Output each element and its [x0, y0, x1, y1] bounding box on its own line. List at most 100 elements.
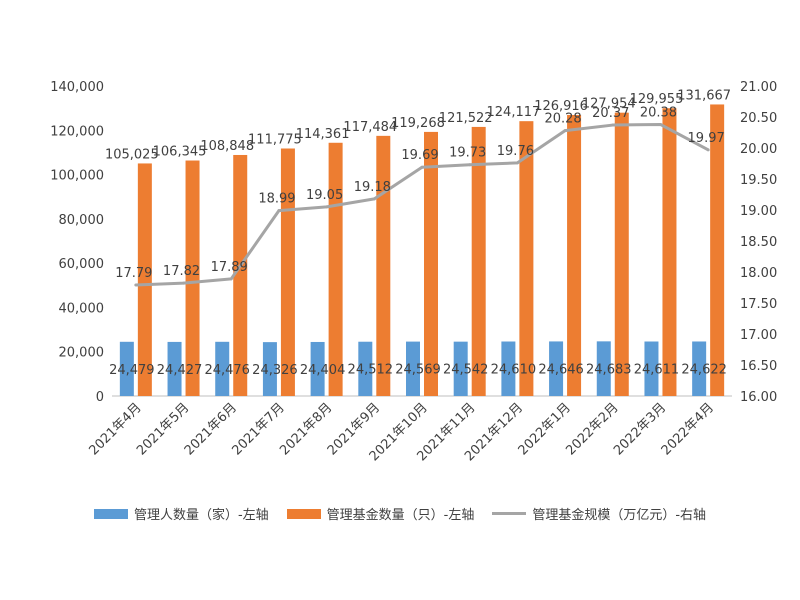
right-axis-tick-label: 19.00: [740, 204, 777, 219]
left-axis-tick-label: 60,000: [59, 257, 105, 272]
legend-label: 管理人数量（家）-左轴: [133, 508, 269, 523]
bar-managers: [644, 341, 659, 396]
right-axis-tick-label: 16.50: [740, 359, 777, 374]
scale-point: [706, 148, 710, 152]
legend-swatch: [492, 512, 527, 515]
right-axis-tick-label: 19.50: [740, 173, 777, 188]
scale-point: [611, 123, 615, 127]
x-axis-tick-label: 2022年4月: [659, 400, 717, 458]
bar-managers: [167, 341, 182, 396]
bar-funds: [567, 114, 582, 397]
bar-managers: [453, 341, 468, 396]
bar-funds: [519, 121, 534, 397]
scale-point: [325, 205, 329, 209]
right-axis-tick-label: 21.00: [740, 80, 777, 95]
bar-managers: [549, 341, 564, 396]
left-axis-tick-label: 20,000: [59, 346, 105, 361]
data-label-scale: 19.76: [497, 144, 534, 159]
left-axis-tick-label: 80,000: [59, 213, 105, 228]
legend-item: 管理基金数量（只）-左轴: [286, 504, 475, 523]
data-label-funds: 126,916: [534, 99, 588, 114]
data-label-managers: 24,512: [348, 363, 394, 378]
scale-point: [182, 281, 186, 285]
scale-point: [277, 209, 281, 213]
data-label-scale: 20.28: [544, 112, 581, 127]
right-axis-tick-label: 17.00: [740, 328, 777, 343]
legend-label: 管理基金数量（只）-左轴: [326, 508, 475, 523]
scale-point: [658, 122, 662, 126]
data-label-scale: 17.79: [115, 266, 152, 281]
scale-point: [420, 165, 424, 169]
bar-funds: [471, 126, 486, 396]
data-label-scale: 18.99: [258, 192, 295, 207]
right-axis-tick-label: 20.00: [740, 142, 777, 157]
legend-swatch: [286, 508, 321, 519]
scale-point: [372, 197, 376, 201]
bar-funds: [328, 142, 343, 396]
data-label-scale: 19.05: [306, 188, 343, 203]
bar-managers: [692, 341, 707, 396]
data-label-funds: 121,522: [439, 111, 493, 126]
bar-funds: [710, 104, 725, 396]
bar-managers: [596, 341, 611, 396]
legend: 管理人数量（家）-左轴 管理基金数量（只）-左轴 管理基金规模（万亿元）-右轴: [0, 504, 800, 523]
bar-funds: [280, 148, 295, 396]
data-label-funds: 105,025: [105, 147, 159, 162]
data-label-scale: 19.69: [401, 148, 438, 163]
data-label-managers: 24,610: [491, 363, 537, 378]
bar-funds: [185, 160, 200, 396]
scale-point: [134, 283, 138, 287]
data-label-managers: 24,646: [538, 362, 584, 377]
scale-point: [468, 163, 472, 167]
left-axis-tick-label: 0: [96, 390, 104, 405]
data-label-managers: 24,683: [586, 362, 632, 377]
data-label-managers: 24,622: [681, 362, 727, 377]
data-label-funds: 127,954: [582, 97, 636, 112]
data-label-funds: 108,848: [200, 139, 254, 154]
data-label-funds: 129,955: [630, 92, 684, 107]
legend-swatch: [93, 508, 128, 519]
data-label-scale: 20.38: [640, 105, 677, 120]
combo-chart: 020,00040,00060,00080,000100,000120,0001…: [50, 80, 777, 464]
data-label-funds: 114,361: [296, 127, 350, 142]
data-label-managers: 24,326: [252, 363, 298, 378]
right-axis-tick-label: 17.50: [740, 297, 777, 312]
bar-funds: [233, 154, 248, 396]
data-label-managers: 24,569: [395, 363, 441, 378]
bar-managers: [119, 341, 134, 396]
data-label-funds: 119,268: [391, 116, 445, 131]
data-label-scale: 19.73: [449, 146, 486, 161]
left-axis-tick-label: 100,000: [50, 169, 104, 184]
data-label-scale: 17.89: [211, 260, 248, 275]
bar-managers: [501, 341, 516, 396]
data-label-scale: 19.18: [354, 180, 391, 195]
scale-point: [515, 161, 519, 165]
bar-managers: [358, 341, 373, 396]
scale-point: [563, 129, 567, 133]
data-label-funds: 124,117: [487, 105, 541, 120]
data-label-managers: 24,404: [300, 363, 346, 378]
data-label-managers: 24,427: [157, 363, 203, 378]
data-label-funds: 106,345: [153, 145, 207, 160]
data-label-managers: 24,542: [443, 363, 489, 378]
bar-funds: [662, 108, 677, 397]
legend-item: 管理基金规模（万亿元）-右轴: [492, 504, 706, 523]
right-axis-tick-label: 16.00: [740, 390, 777, 405]
data-label-scale: 20.37: [592, 106, 629, 121]
left-axis-tick-label: 120,000: [50, 124, 104, 139]
legend-item: 管理人数量（家）-左轴: [93, 504, 269, 523]
bar-managers: [406, 341, 420, 396]
data-label-funds: 131,667: [677, 88, 731, 103]
right-axis-tick-label: 18.50: [740, 235, 777, 250]
data-label-scale: 17.82: [163, 264, 200, 279]
bar-funds: [614, 112, 629, 397]
bar-managers: [262, 342, 277, 396]
data-label-managers: 24,476: [204, 363, 250, 378]
left-axis-tick-label: 140,000: [50, 80, 104, 95]
right-axis-tick-label: 18.00: [740, 266, 777, 281]
bar-managers: [310, 341, 325, 396]
bar-funds: [137, 163, 152, 396]
data-label-funds: 111,775: [248, 132, 302, 147]
data-label-managers: 24,479: [109, 363, 155, 378]
right-axis-tick-label: 20.50: [740, 111, 777, 126]
